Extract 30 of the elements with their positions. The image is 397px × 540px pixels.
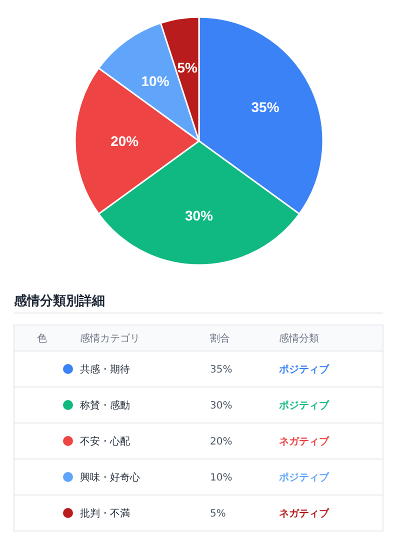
text: 10%: [210, 472, 232, 484]
legend-item: 称賛・感動: [63, 400, 130, 412]
text: 色: [37, 332, 47, 344]
text: 割合: [210, 332, 230, 344]
text: 感情分類: [279, 332, 319, 344]
legend-label: 不安・心配: [80, 436, 130, 448]
legend-item: 批判・不満: [63, 508, 130, 520]
text: ネガティブ: [279, 436, 330, 448]
legend-item: 興味・好奇心: [63, 472, 140, 484]
legend-label: 興味・好奇心: [80, 472, 140, 484]
text: ポジティブ: [278, 472, 330, 484]
text: 30%: [210, 400, 232, 412]
data-label: 30%: [184, 207, 214, 224]
text: 感情カテゴリ: [80, 332, 140, 344]
legend-label: 称賛・感動: [80, 400, 130, 412]
text: 35%: [210, 364, 232, 376]
text: 感情分類別詳細: [13, 293, 105, 309]
legend-item: 不安・心配: [63, 436, 130, 448]
data-label: 5%: [177, 60, 198, 76]
data-label: 20%: [110, 133, 140, 149]
text: ポジティブ: [278, 364, 330, 376]
data-label: 10%: [141, 72, 170, 89]
text: ネガティブ: [279, 508, 330, 520]
text: ポジティブ: [278, 400, 330, 412]
legend-item: 共感・期待: [63, 364, 130, 376]
legend-label: 共感・期待: [80, 364, 130, 376]
legend-label: 批判・不満: [80, 508, 130, 520]
text: 20%: [210, 436, 232, 448]
text: 5%: [210, 508, 226, 520]
data-label: 35%: [251, 99, 280, 116]
